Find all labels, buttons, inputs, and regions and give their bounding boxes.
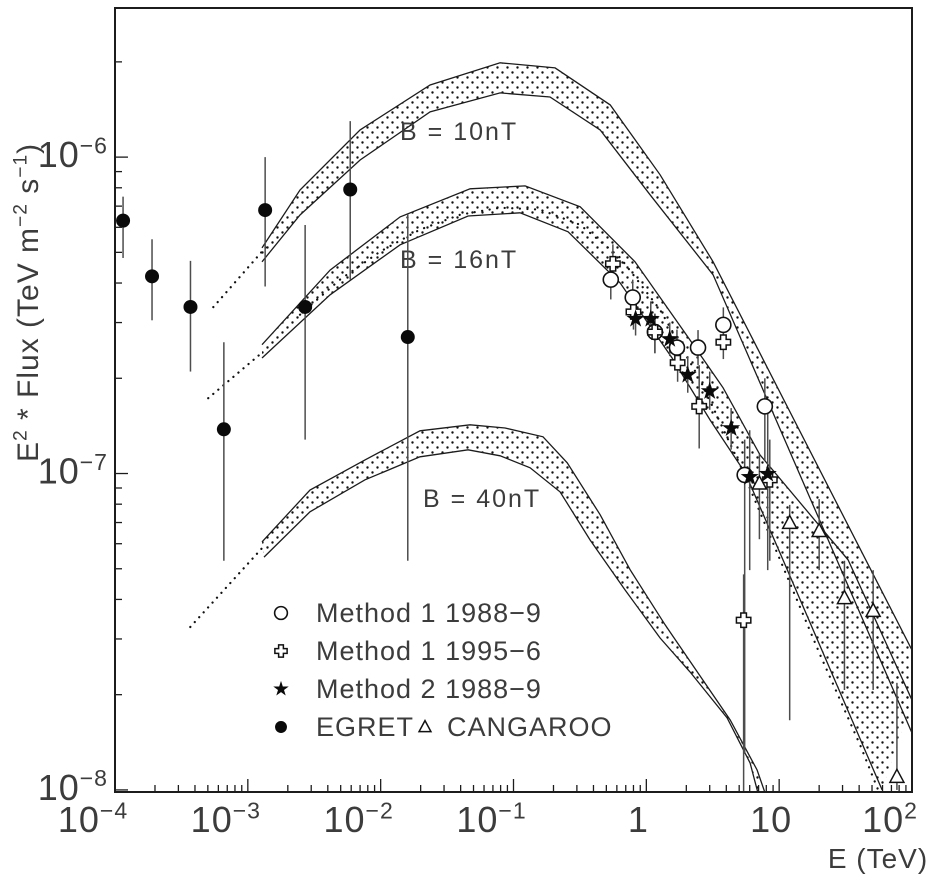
- open-cross-marker: [646, 324, 663, 340]
- x-tick-label-10e2: 102: [862, 797, 918, 840]
- legend-item-label: CANGAROO: [447, 712, 613, 742]
- y-tick-label-10e-6: 10−6: [38, 132, 108, 175]
- open-triangle-marker: [781, 513, 798, 530]
- legend-item-egret: EGRET: [275, 712, 414, 742]
- band-label-1: B = 10nT: [400, 118, 518, 146]
- legend-item-label: Method 2 1988−9: [316, 674, 542, 704]
- band-lower-edge: [261, 212, 883, 791]
- filled-star-marker: [700, 381, 719, 399]
- filled-star-marker: [722, 418, 741, 436]
- axes: E (TeV) E2 * Flux (TeV m−2 s−1): [11, 61, 928, 874]
- series-cangaroo: [751, 474, 906, 784]
- legend-item-method-1-1988-9: Method 1 1988−9: [273, 598, 542, 628]
- legend-item-cangaroo: CANGAROO: [417, 712, 613, 742]
- filled-circle-marker: [275, 721, 287, 733]
- band-label-2: B = 16nT: [400, 246, 518, 274]
- legend: Method 1 1988−9 Method 1 1995−6 Method 2 1…: [273, 598, 612, 742]
- open-cross-marker: [669, 354, 686, 371]
- open-cross-marker: [604, 255, 621, 272]
- legend-item-method-1-1995-6: Method 1 1995−6: [274, 636, 542, 666]
- x-tick-label-10e0: 1: [628, 799, 649, 840]
- open-triangle-marker: [417, 719, 433, 733]
- open-triangle-marker: [836, 588, 853, 605]
- open-cross-marker: [761, 471, 778, 488]
- filled-star-marker: [678, 365, 697, 383]
- band-lower-edge: [263, 449, 759, 792]
- band-lower-edge: [261, 92, 912, 734]
- filled-circle-marker: [400, 330, 415, 345]
- open-triangle-marker: [810, 521, 828, 538]
- open-cross-marker: [691, 398, 708, 415]
- x-tick-label-10e-2: 10−2: [324, 797, 394, 840]
- y-tick-label-10e-7: 10−7: [38, 449, 108, 492]
- y-axis-title: E2 * Flux (TeV m−2 s−1): [11, 143, 45, 462]
- filled-star-marker: [740, 467, 759, 485]
- y-tick-label-10e-8: 10−8: [38, 765, 108, 808]
- filled-circle-marker: [145, 269, 160, 284]
- series-egret: [116, 182, 415, 437]
- band-fill: [262, 185, 912, 790]
- band-lead-dotted-line: [207, 350, 265, 400]
- open-circle-marker: [602, 271, 620, 288]
- filled-star-marker: [273, 680, 289, 696]
- legend-item-label: Method 1 1995−6: [316, 636, 542, 666]
- open-triangle-marker: [751, 474, 768, 490]
- filled-circle-marker: [258, 203, 273, 218]
- open-circle-marker: [715, 316, 732, 334]
- x-tick-labels: 10−4 10−3 10−2 10−1 1 10 102: [58, 797, 918, 840]
- series-method-2-1988-9: [626, 309, 777, 485]
- open-circle-marker: [689, 339, 707, 356]
- filled-star-marker: [758, 464, 777, 482]
- band-lead-dotted-line: [212, 245, 268, 309]
- filled-circle-marker: [343, 182, 358, 197]
- x-tick-label-10e1: 10: [750, 799, 792, 840]
- filled-circle-marker: [216, 422, 231, 437]
- y-tick-labels: 10−6 10−7 10−8: [38, 132, 108, 808]
- legend-item-label: EGRET: [316, 712, 414, 742]
- legend-item-method-2-1988-9: Method 2 1988−9: [273, 674, 542, 704]
- filled-circle-marker: [298, 299, 313, 314]
- filled-star-marker: [641, 309, 660, 327]
- series-method-1-1995-6: [604, 255, 778, 629]
- open-circle-marker: [273, 605, 289, 621]
- dotted-model-curve: [298, 206, 880, 791]
- open-circle-marker: [624, 289, 642, 306]
- legend-item-label: Method 1 1988−9: [316, 598, 542, 628]
- filled-circle-marker: [183, 299, 198, 314]
- filled-star-marker: [626, 309, 645, 327]
- band-upper-edge: [261, 62, 912, 651]
- open-cross-marker: [274, 644, 288, 658]
- dotted-curves: [298, 206, 880, 791]
- band-b-10nt: [212, 62, 912, 734]
- x-tick-label-10e-1: 10−1: [456, 797, 526, 840]
- plot-frame: [114, 7, 913, 793]
- band-b-40nt: [189, 424, 766, 792]
- x-tick-label-10e-4: 10−4: [58, 797, 128, 840]
- band-upper-edge: [261, 424, 766, 792]
- open-circle-marker: [756, 398, 774, 415]
- open-triangle-marker: [888, 767, 906, 784]
- band-fill: [262, 62, 912, 732]
- model-bands: [189, 62, 912, 792]
- band-label-3: B = 40nT: [423, 485, 541, 513]
- filled-circle-marker: [116, 213, 131, 228]
- x-tick-label-10e-3: 10−3: [191, 797, 261, 840]
- open-cross-marker: [735, 612, 752, 629]
- open-triangle-marker: [864, 601, 882, 618]
- open-cross-marker: [715, 334, 732, 351]
- x-axis-title: E (TeV): [828, 843, 928, 874]
- filled-star-marker: [660, 329, 679, 347]
- band-labels: B = 10nT B = 16nT B = 40nT: [400, 118, 541, 513]
- data-points: [116, 182, 906, 784]
